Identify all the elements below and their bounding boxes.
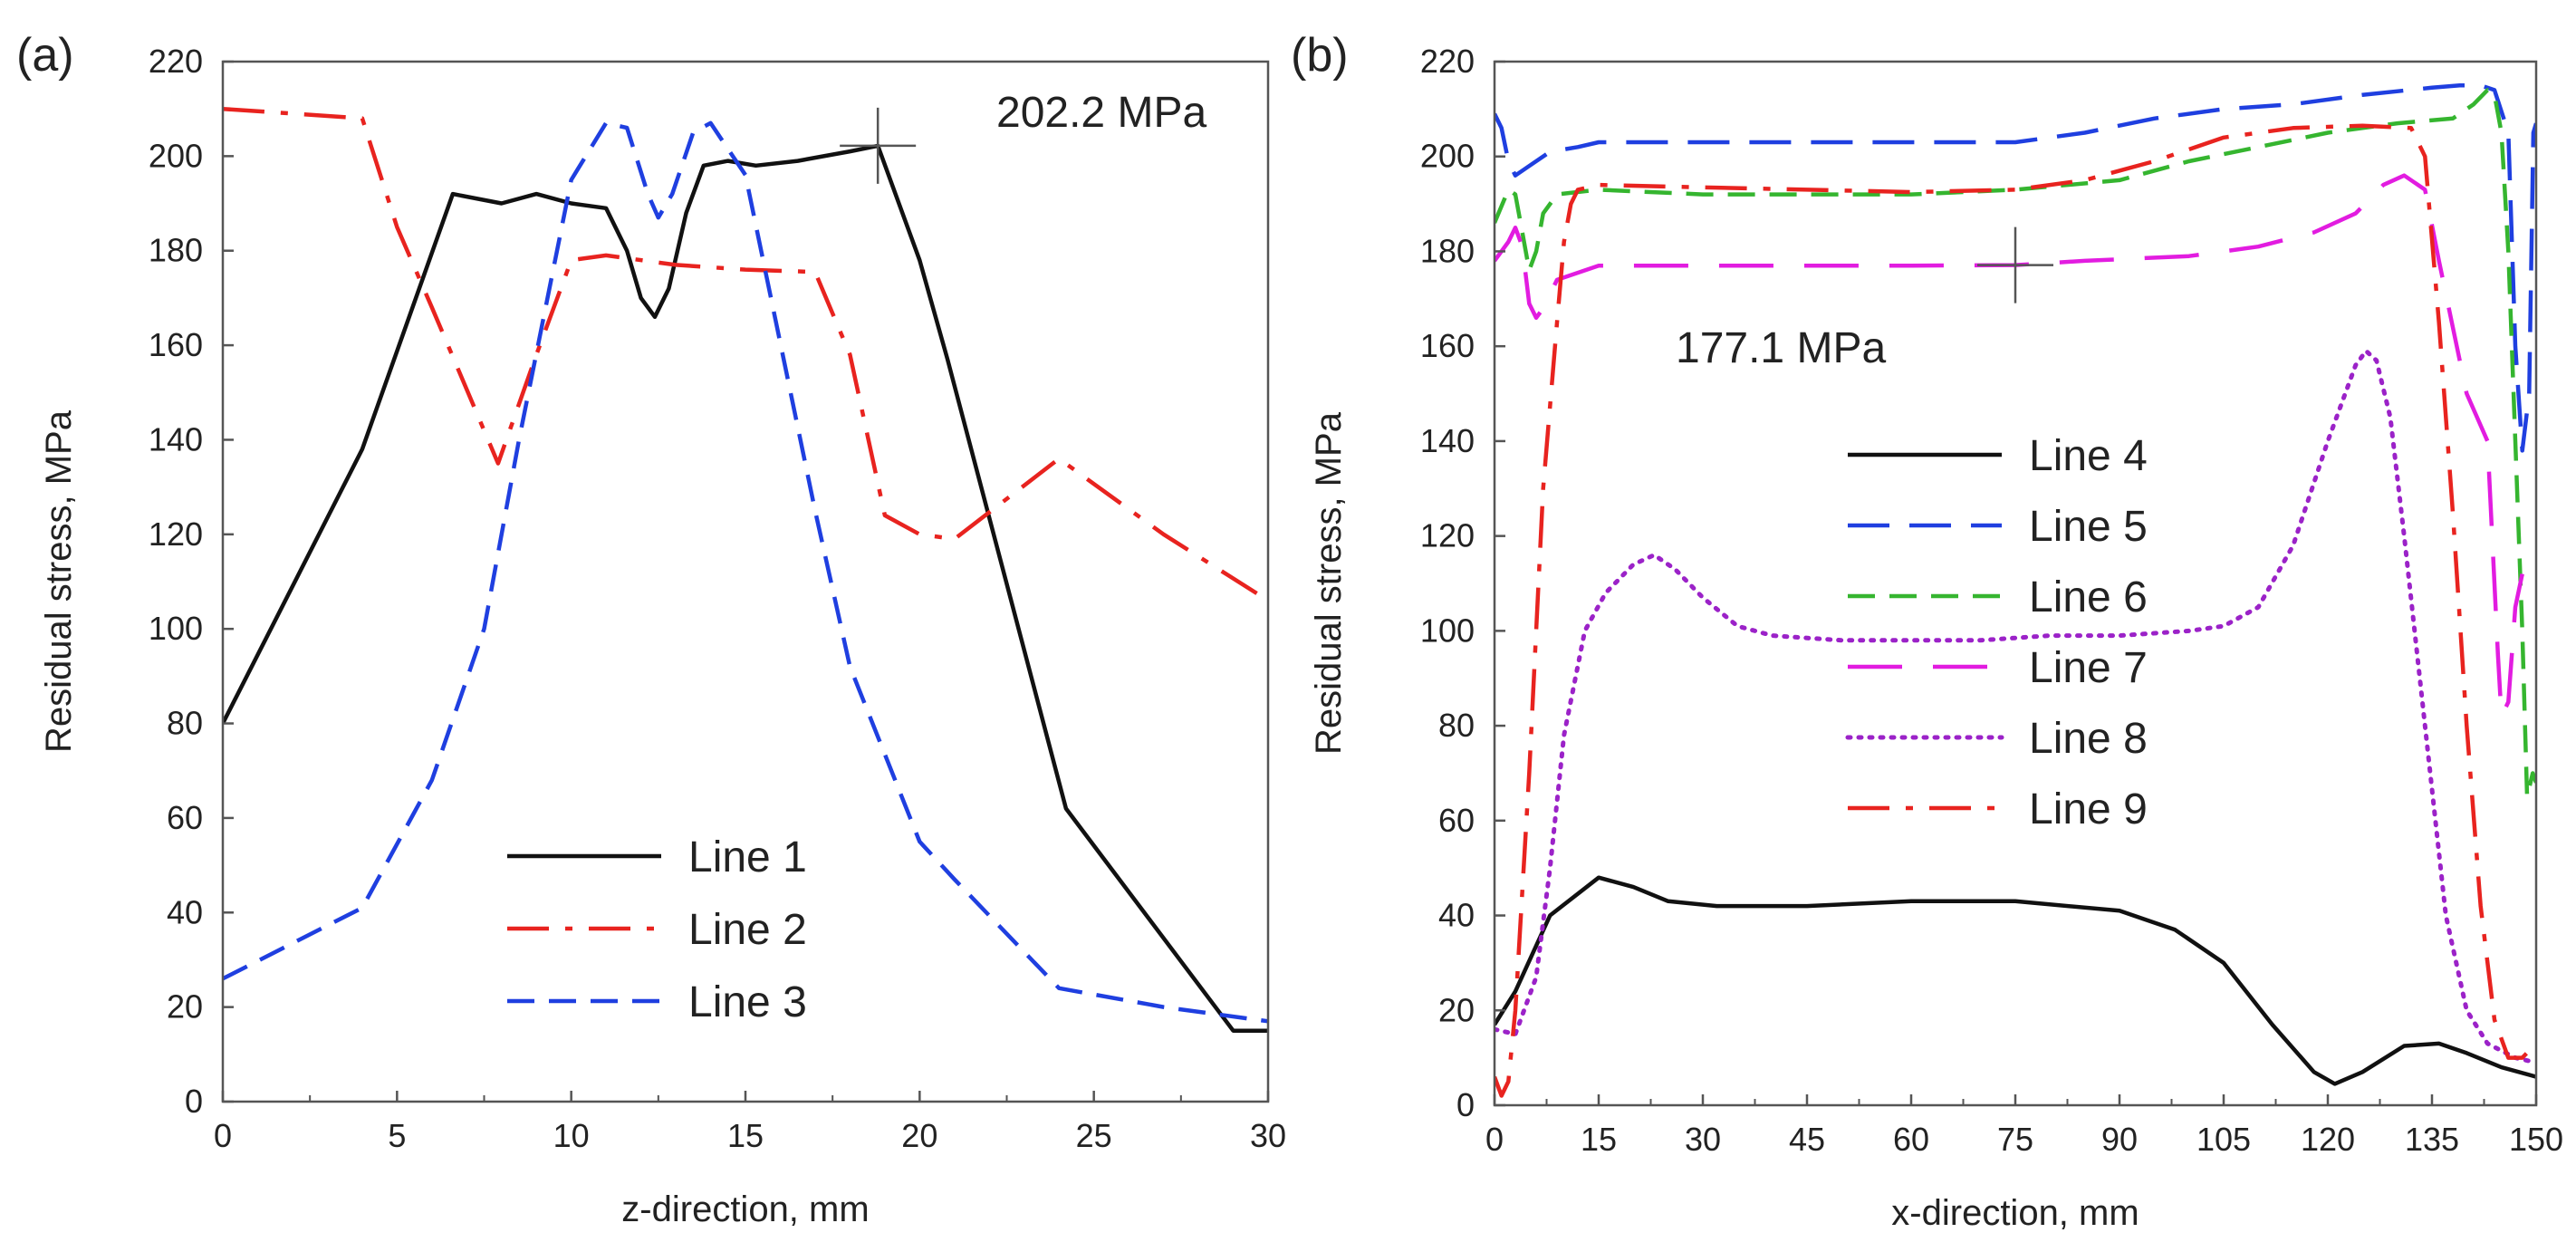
panel-a-y-tick-label: 40: [167, 893, 203, 930]
panel-b-y-tick-label: 0: [1456, 1086, 1475, 1123]
panel-a-y-tick-label: 180: [149, 232, 203, 269]
panel-a-y-tick-label: 160: [149, 326, 203, 363]
panel-a-legend: Line 1 Line 2 Line 3: [507, 833, 807, 1026]
legend-item: Line 9: [1848, 785, 2148, 833]
panel-b-y-tick-label: 180: [1420, 232, 1475, 269]
panel-b-y-tick-label: 120: [1420, 517, 1475, 554]
panel-a-y-tick-label: 200: [149, 137, 203, 174]
panel-b-y-axis-label: Residual stress, MPa: [1309, 411, 1349, 755]
panel-b-x-tick-label: 0: [1485, 1121, 1504, 1158]
panel-b-x-tick-label: 30: [1685, 1121, 1721, 1158]
series-line-line-8: [1495, 348, 2536, 1065]
panel-a-x-axis-label: z-direction, mm: [621, 1189, 869, 1229]
panel-b: (b) 0 15 30 45 60 75 90 105 120 135 150 0 20 40 60 80 10…: [1291, 29, 2563, 1233]
legend-item: Line 2: [507, 906, 807, 954]
legend-item: Line 6: [1848, 573, 2148, 621]
legend-item: Line 5: [1848, 503, 2148, 551]
panel-b-peak-value-annotation: 177.1 MPa: [1676, 324, 1886, 372]
panel-b-x-tick-label: 60: [1893, 1121, 1929, 1158]
panel-a-label: (a): [16, 29, 74, 82]
panel-b-y-tick-label: 200: [1420, 138, 1475, 175]
series-line-line-3: [223, 120, 1268, 1024]
panel-a-y-tick-label: 120: [149, 515, 203, 553]
legend-label: Line 6: [2029, 573, 2148, 621]
panel-b-y-tick-label: 20: [1438, 991, 1475, 1028]
panel-b-y-tick-label: 40: [1438, 897, 1475, 934]
panel-a-x-tick-label: 30: [1250, 1117, 1286, 1154]
legend-label: Line 8: [2029, 715, 2148, 763]
panel-a-y-tick-label: 0: [185, 1083, 203, 1120]
legend-item: Line 3: [507, 978, 807, 1026]
panel-b-label: (b): [1291, 29, 1349, 82]
panel-a-y-tick-label: 60: [167, 799, 203, 836]
panel-a-y-tick-label: 80: [167, 705, 203, 742]
legend-label: Line 3: [688, 978, 807, 1026]
legend-label: Line 9: [2029, 785, 2148, 833]
panel-b-x-tick-label: 135: [2405, 1121, 2459, 1158]
series-line-line-2: [223, 106, 1268, 602]
legend-label: Line 2: [688, 906, 807, 954]
panel-b-plot-frame: [1493, 60, 2538, 1107]
series-line-line-9: [1495, 123, 2536, 1098]
panel-a-y-tick-label: 220: [149, 43, 203, 80]
panel-a-x-tick-label: 5: [388, 1117, 406, 1154]
series-line-line-7: [1495, 173, 2524, 718]
series-line-line-5: [1495, 82, 2536, 453]
panel-b-legend: Line 4 Line 5 Line 6 Line 7 Line 8 Line 9: [1845, 432, 2148, 833]
legend-item: Line 7: [1848, 644, 2148, 692]
panel-a-y-tick-label: 100: [149, 610, 203, 647]
panel-b-x-tick-label: 120: [2301, 1121, 2355, 1158]
panel-b-x-tick-label: 105: [2196, 1121, 2251, 1158]
crosshair-marker: [840, 107, 917, 184]
legend-item: Line 4: [1848, 432, 2148, 480]
legend-item: Line 1: [507, 833, 807, 881]
panel-b-x-tick-label: 15: [1581, 1121, 1617, 1158]
panel-b-x-tick-label: 45: [1789, 1121, 1825, 1158]
series-line-line-6: [1495, 88, 2536, 799]
legend-label: Line 5: [2029, 503, 2148, 551]
panel-b-x-tick-label: 75: [1997, 1121, 2033, 1158]
series-line-line-1: [223, 143, 1268, 1033]
panel-a-x-tick-label: 20: [901, 1117, 937, 1154]
crosshair-marker: [1977, 226, 2053, 303]
panel-b-y-tick-label: 60: [1438, 802, 1475, 839]
panel-a-x-tick-label: 0: [214, 1117, 232, 1154]
panel-a-y-axis-label: Residual stress, MPa: [39, 409, 79, 753]
panel-b-y-tick-label: 140: [1420, 422, 1475, 459]
panel-b-x-axis-label: x-direction, mm: [1891, 1193, 2139, 1233]
panel-b-y-tick-label: 80: [1438, 707, 1475, 744]
panel-b-x-tick-label: 90: [2101, 1121, 2138, 1158]
legend-item: Line 8: [1845, 715, 2148, 763]
series-line-line-4: [1495, 875, 2536, 1086]
panel-a-y-tick-label: 140: [149, 420, 203, 457]
panel-a-peak-value-annotation: 202.2 MPa: [996, 89, 1206, 137]
panel-b-y-tick-label: 220: [1420, 43, 1475, 80]
panel-a-x-tick-label: 25: [1076, 1117, 1112, 1154]
legend-label: Line 4: [2029, 432, 2148, 480]
legend-label: Line 1: [688, 833, 807, 881]
legend-label: Line 7: [2029, 644, 2148, 692]
panel-b-x-tick-label: 150: [2509, 1121, 2563, 1158]
panel-a-x-tick-label: 10: [553, 1117, 590, 1154]
panel-a-x-tick-label: 15: [727, 1117, 764, 1154]
panel-b-y-tick-label: 100: [1420, 612, 1475, 649]
panel-a-y-tick-label: 20: [167, 988, 203, 1026]
panel-b-y-tick-label: 160: [1420, 327, 1475, 364]
panel-a: (a) 0 5 10 15 20 25 30 0 20 40 60 80 100 120 140 160 180…: [16, 29, 1286, 1229]
